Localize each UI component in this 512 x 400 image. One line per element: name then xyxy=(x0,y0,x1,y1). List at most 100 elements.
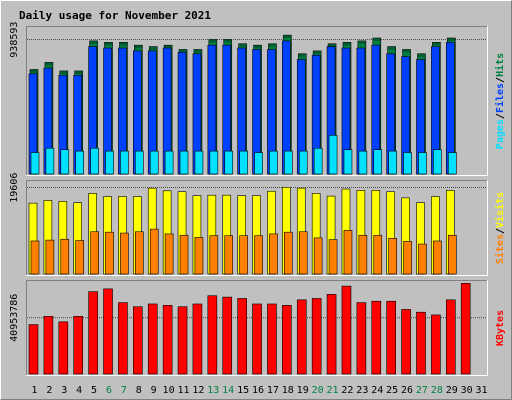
bar-kbytes-day-14 xyxy=(222,296,233,375)
bar-kbytes-day-30 xyxy=(460,283,471,375)
bar-sites-day-6 xyxy=(105,231,114,275)
bar-kbytes-day-18 xyxy=(282,305,292,375)
bar-hits-day-21-top xyxy=(328,44,336,47)
bar-kbytes-day-23 xyxy=(356,302,367,375)
hits-panel-bars xyxy=(28,34,457,175)
bar-kbytes-day-5 xyxy=(88,291,98,375)
hits-panel-legend: Pages/Files/Hits xyxy=(494,53,506,149)
bar-hits-day-23-top xyxy=(358,41,366,44)
bar-pages-day-23 xyxy=(358,150,368,175)
bar-sites-day-3 xyxy=(60,238,70,275)
x-tick-label-day-19: 19 xyxy=(297,385,309,396)
x-tick-label-day-30: 30 xyxy=(461,385,473,396)
bar-kbytes-day-13 xyxy=(207,295,218,375)
bar-kbytes-day-4 xyxy=(73,316,84,375)
bar-hits-day-1-top xyxy=(30,70,38,73)
bar-sites-day-16 xyxy=(254,235,263,275)
bar-kbytes-day-12 xyxy=(192,303,203,375)
bar-kbytes-day-17 xyxy=(267,303,277,375)
bar-hits-day-17-top xyxy=(268,44,276,47)
bar-pages-day-28 xyxy=(433,149,442,175)
bar-pages-day-3 xyxy=(60,149,70,175)
bar-sites-day-13 xyxy=(209,235,219,275)
x-tick-label-day-31: 31 xyxy=(476,385,488,396)
bar-sites-day-8 xyxy=(135,231,144,275)
bar-kbytes-day-21 xyxy=(326,294,337,375)
x-tick-label-day-4: 4 xyxy=(76,385,82,396)
bar-kbytes-day-19 xyxy=(296,299,307,375)
bar-hits-day-12-top xyxy=(194,49,202,53)
x-tick-label-day-2: 2 xyxy=(46,385,52,396)
visits-panel-legend-separator: / xyxy=(495,228,506,234)
bar-pages-day-18 xyxy=(284,150,293,175)
hits-panel-legend-separator: / xyxy=(495,77,506,83)
kbytes-panel-bars xyxy=(28,283,471,375)
x-tick-label-day-9: 9 xyxy=(151,385,157,396)
bar-kbytes-day-15 xyxy=(237,298,247,375)
bar-kbytes-day-26 xyxy=(401,309,411,375)
bar-hits-day-10-top xyxy=(164,45,172,49)
x-tick-label-day-7: 7 xyxy=(121,385,127,396)
bar-hits-day-16-top xyxy=(254,45,262,49)
bar-pages-day-25 xyxy=(388,150,397,175)
bar-sites-day-25 xyxy=(388,238,397,275)
bar-pages-day-9 xyxy=(149,150,159,175)
bar-hits-day-26-top xyxy=(403,49,411,53)
bar-sites-day-28 xyxy=(433,240,442,275)
visits-panel: 19606 Sites/Visits xyxy=(9,173,506,276)
kbytes-panel: 40953786 KBytes xyxy=(9,280,506,376)
chart-title: Daily usage for November 2021 xyxy=(19,9,211,22)
bar-sites-day-9 xyxy=(149,228,159,275)
x-tick-label-day-18: 18 xyxy=(282,385,294,396)
x-tick-label-day-20: 20 xyxy=(312,385,324,396)
bar-pages-day-1 xyxy=(30,152,40,175)
bar-pages-day-8 xyxy=(135,150,144,175)
x-tick-label-day-28: 28 xyxy=(431,385,443,396)
bar-hits-day-9-top xyxy=(149,47,157,50)
bar-pages-day-2 xyxy=(45,147,55,175)
bar-pages-day-17 xyxy=(269,150,278,175)
bar-sites-day-10 xyxy=(164,233,174,275)
bar-pages-day-11 xyxy=(179,150,189,175)
x-tick-label-day-13: 13 xyxy=(207,385,219,396)
legend-sites: Sites xyxy=(494,234,506,264)
x-tick-label-day-11: 11 xyxy=(177,385,189,396)
x-tick-label-day-1: 1 xyxy=(31,385,37,396)
bar-hits-day-29-top xyxy=(447,38,455,42)
bar-pages-day-19 xyxy=(298,150,308,175)
bar-pages-day-6 xyxy=(105,150,114,175)
bar-pages-day-16 xyxy=(254,152,263,175)
bar-hits-day-20-top xyxy=(313,51,321,54)
x-tick-label-day-26: 26 xyxy=(401,385,413,396)
x-tick-label-day-17: 17 xyxy=(267,385,279,396)
bar-kbytes-day-22 xyxy=(341,285,352,375)
legend-pages: Pages xyxy=(495,119,506,149)
bar-hits-day-19-top xyxy=(298,54,306,57)
bar-hits-day-14-top xyxy=(224,39,232,43)
kbytes-panel-ytick-label: 40953786 xyxy=(9,294,20,342)
bar-pages-day-4 xyxy=(75,150,85,175)
bar-sites-day-14 xyxy=(224,235,234,275)
bar-pages-day-10 xyxy=(164,150,174,175)
bar-hits-day-27-top xyxy=(417,54,425,57)
bar-kbytes-day-7 xyxy=(118,302,128,375)
x-tick-label-day-24: 24 xyxy=(371,385,383,396)
bar-sites-day-7 xyxy=(120,232,129,275)
bar-pages-day-13 xyxy=(209,150,219,175)
bar-pages-day-27 xyxy=(418,152,427,175)
x-axis-labels: 1 2 3 4 5 6 7 8 9 10 11 12 13 14 15 16 17 18 19 20 21 22 23 24 2… xyxy=(31,385,487,396)
bar-hits-day-2-top xyxy=(45,62,53,66)
bar-hits-day-7-top xyxy=(119,42,127,46)
bar-sites-day-20 xyxy=(313,237,323,275)
x-tick-label-day-29: 29 xyxy=(446,385,458,396)
bar-pages-day-26 xyxy=(403,152,412,175)
legend-files: Files xyxy=(494,83,506,113)
x-tick-label-day-12: 12 xyxy=(192,385,204,396)
bar-sites-day-12 xyxy=(194,237,204,275)
bar-kbytes-day-1 xyxy=(28,324,39,375)
bar-pages-day-12 xyxy=(194,150,204,175)
bar-pages-day-24 xyxy=(373,149,383,175)
bar-hits-day-11-top xyxy=(179,49,187,53)
bar-pages-day-21 xyxy=(328,135,338,175)
